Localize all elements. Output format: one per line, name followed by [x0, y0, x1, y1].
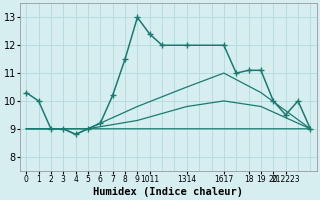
X-axis label: Humidex (Indice chaleur): Humidex (Indice chaleur) [93, 186, 243, 197]
